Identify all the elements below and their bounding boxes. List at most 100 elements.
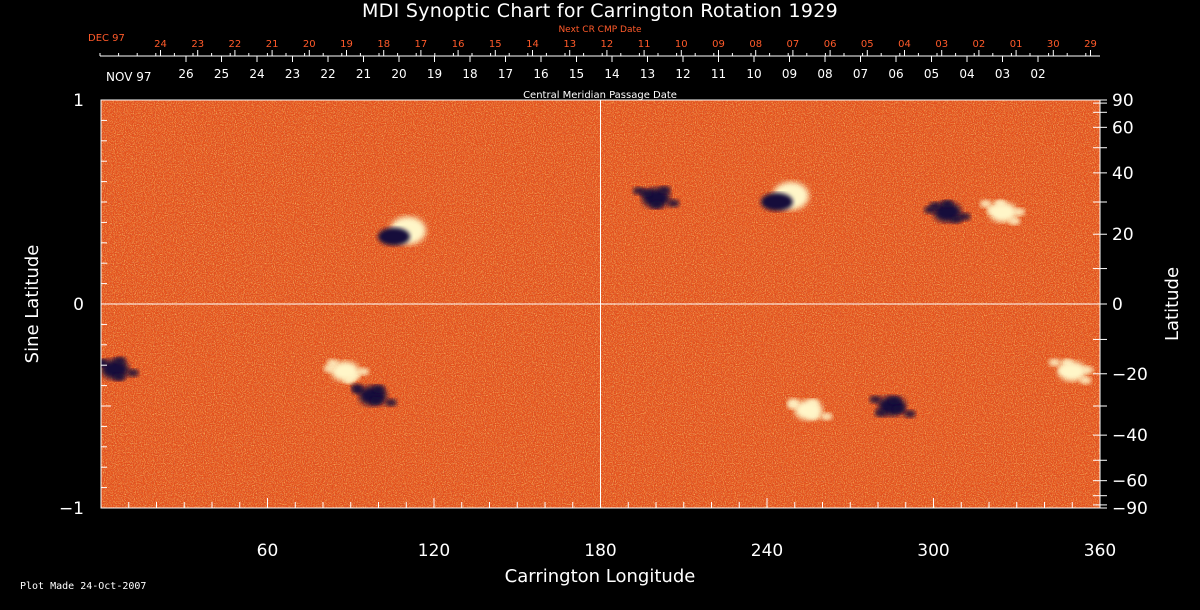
active-region-positive: [979, 199, 1026, 226]
top-white-tick-label: 02: [1030, 67, 1045, 81]
region-speck: [874, 408, 887, 417]
region-speck: [787, 398, 800, 407]
region-speck: [126, 368, 139, 377]
top-red-tick-label: 29: [1084, 39, 1097, 50]
region-speck: [1008, 217, 1021, 226]
region-speck: [1061, 358, 1074, 367]
grid-lines: [101, 100, 1100, 508]
plot-date-footer: Plot Made 24-Oct-2007: [20, 581, 147, 592]
top-red-tick-label: 02: [973, 39, 986, 50]
top-red-tick-label: 12: [601, 39, 614, 50]
top-white-tick-label: 08: [817, 67, 832, 81]
top-red-month-label: DEC 97: [88, 33, 125, 44]
top-white-tick-label: 20: [391, 67, 406, 81]
region-speck: [903, 409, 916, 418]
top-white-tick-label: 18: [462, 67, 477, 81]
y-right-tick-label: −20: [1112, 365, 1148, 385]
region-speck: [348, 372, 361, 381]
region-speck: [994, 199, 1007, 208]
top-red-tick-label: 20: [303, 39, 316, 50]
top-white-tick-label: 22: [320, 67, 335, 81]
bottom-axis: 60 120 180 240 300 360: [128, 498, 1116, 561]
x-tick-label: 240: [751, 541, 783, 561]
x-tick-label: 180: [584, 541, 616, 561]
top-white-axis-label: Central Meridian Passage Date: [523, 90, 677, 101]
y-left-tick-label: 1: [73, 91, 84, 111]
left-axis: 1 0 −1: [59, 91, 111, 519]
region-speck: [1081, 365, 1094, 374]
top-red-tick-label: 30: [1047, 39, 1060, 50]
region-speck: [820, 412, 833, 421]
y-right-tick-label: −60: [1112, 472, 1148, 492]
top-red-tick-label: 17: [415, 39, 428, 50]
region-speck: [1013, 207, 1026, 216]
x-tick-label: 300: [917, 541, 949, 561]
region-speck: [929, 201, 942, 210]
top-red-tick-label: 16: [452, 39, 465, 50]
top-white-tick-label: 11: [711, 67, 726, 81]
top-red-axis-label: Next CR CMP Date: [558, 25, 642, 35]
region-speck: [101, 359, 109, 368]
region-speck: [979, 199, 992, 208]
top-red-tick-label: 24: [154, 39, 167, 50]
active-region-mixed: [377, 216, 426, 246]
active-region-negative: [632, 186, 680, 209]
top-date-axes: 24 23 22 21 20 19 18 17 16 15 14 13 12 11 10 09 08 07 06 05…: [99, 39, 1100, 81]
region-negative-patch: [377, 227, 410, 246]
top-red-tick-label: 08: [749, 39, 762, 50]
region-speck: [888, 396, 901, 405]
x-tick-label: 360: [1084, 541, 1116, 561]
region-speck: [807, 411, 820, 420]
y-axis-label-left: Sine Latitude: [22, 245, 43, 364]
region-speck: [1048, 358, 1061, 367]
active-regions: [101, 181, 1094, 421]
active-region-negative: [869, 395, 916, 418]
region-speck: [357, 367, 370, 376]
y-left-tick-label: 0: [73, 295, 84, 315]
y-right-tick-label: 40: [1112, 164, 1134, 184]
top-white-tick-label: 15: [569, 67, 584, 81]
top-red-tick-label: 06: [824, 39, 837, 50]
top-red-tick-label: 03: [935, 39, 948, 50]
top-white-tick-label: 10: [746, 67, 761, 81]
active-region-negative: [350, 383, 397, 407]
region-speck: [667, 199, 680, 208]
top-white-tick-label: 03: [995, 67, 1010, 81]
top-white-tick-label: 17: [498, 67, 513, 81]
top-red-tick-label: 13: [563, 39, 576, 50]
region-speck: [869, 395, 882, 404]
region-speck: [326, 359, 339, 368]
active-region-positive: [323, 359, 370, 385]
y-right-tick-label: 20: [1112, 225, 1134, 245]
top-red-tick-label: 04: [898, 39, 911, 50]
top-white-tick-label: 07: [853, 67, 868, 81]
y-left-tick-label: −1: [59, 499, 84, 519]
top-red-tick-label: 05: [861, 39, 874, 50]
top-white-tick-label: 04: [959, 67, 974, 81]
y-right-tick-label: 90: [1112, 91, 1134, 111]
region-speck: [1079, 376, 1092, 385]
top-white-tick-label: 19: [427, 67, 442, 81]
region-speck: [950, 215, 963, 224]
top-white-tick-label: 25: [214, 67, 229, 81]
top-white-tick-label: 05: [924, 67, 939, 81]
top-red-tick-label: 11: [638, 39, 651, 50]
active-region-negative: [101, 356, 139, 381]
region-speck: [941, 199, 954, 208]
top-red-tick-label: 07: [787, 39, 800, 50]
region-speck: [807, 398, 820, 407]
active-region-positive: [787, 398, 833, 421]
top-red-tick-label: 14: [526, 39, 539, 50]
top-white-tick-label: 13: [640, 67, 655, 81]
top-red-tick-label: 22: [229, 39, 242, 50]
top-white-tick-label: 26: [178, 67, 193, 81]
top-red-tick-label: 23: [191, 39, 204, 50]
top-white-tick-label: 06: [888, 67, 903, 81]
active-region-positive: [1048, 358, 1094, 385]
active-region-mixed: [760, 181, 809, 211]
region-speck: [370, 396, 383, 405]
region-speck: [384, 398, 397, 407]
region-speck: [658, 186, 671, 195]
top-white-tick-label: 12: [675, 67, 690, 81]
